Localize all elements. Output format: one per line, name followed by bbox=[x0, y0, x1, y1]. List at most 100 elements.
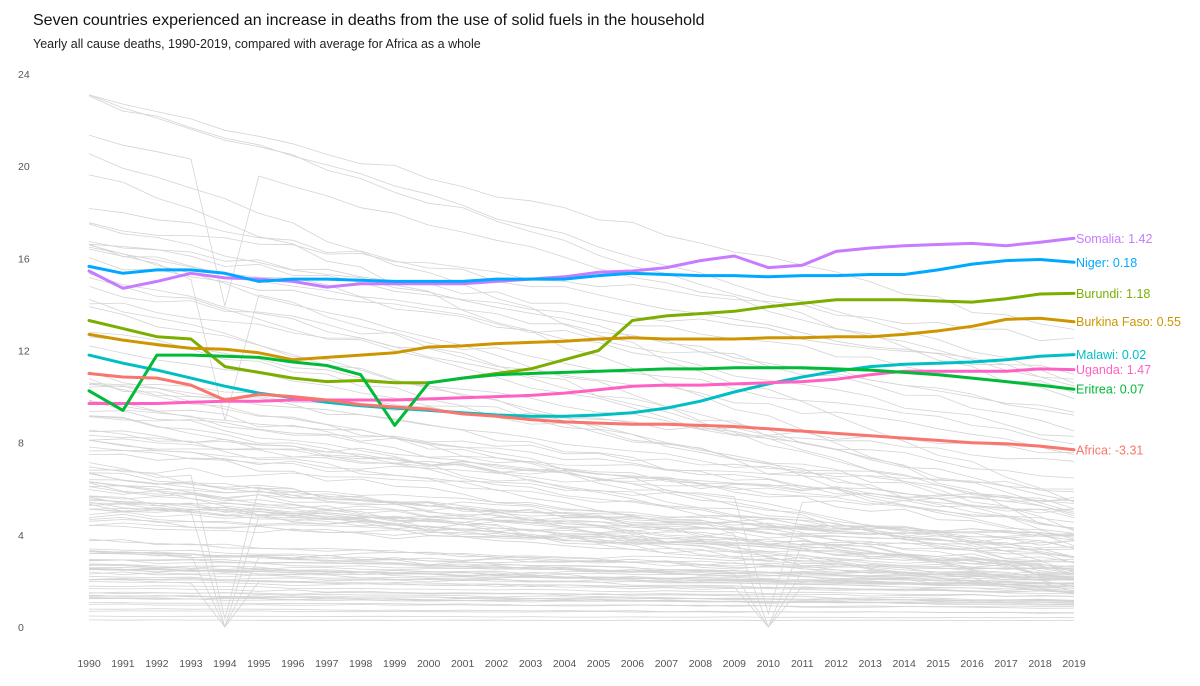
y-tick-label: 24 bbox=[18, 69, 30, 81]
x-tick-label: 2001 bbox=[451, 658, 475, 670]
background-country-line bbox=[88, 94, 1075, 400]
background-country-line bbox=[88, 174, 1075, 532]
x-tick-label: 2014 bbox=[892, 658, 916, 670]
background-country-line bbox=[88, 453, 1075, 502]
background-country-line bbox=[88, 462, 1075, 619]
series-end-label: Eritrea: 0.07 bbox=[1076, 383, 1144, 397]
y-tick-label: 16 bbox=[18, 253, 30, 265]
background-country-line bbox=[88, 575, 1075, 585]
background-country-line bbox=[88, 581, 1075, 593]
series-line bbox=[87, 367, 1076, 405]
background-country-line bbox=[88, 429, 1075, 629]
x-tick-label: 1990 bbox=[77, 658, 101, 670]
background-country-line bbox=[88, 302, 1075, 455]
background-country-line bbox=[88, 551, 1075, 570]
background-country-line bbox=[88, 571, 1075, 595]
background-country-line bbox=[88, 585, 1075, 597]
x-tick-label: 2007 bbox=[655, 658, 679, 670]
x-tick-label: 2004 bbox=[553, 658, 577, 670]
background-country-line bbox=[88, 548, 1075, 565]
background-country-line bbox=[88, 223, 1075, 432]
background-country-line bbox=[88, 559, 1075, 580]
x-tick-label: 2017 bbox=[994, 658, 1018, 670]
x-tick-label: 1992 bbox=[145, 658, 169, 670]
x-tick-label: 2011 bbox=[791, 658, 814, 670]
x-tick-label: 1993 bbox=[179, 658, 203, 670]
background-country-line bbox=[88, 246, 1075, 513]
background-country-line bbox=[88, 559, 1075, 581]
x-tick-label: 2015 bbox=[926, 658, 950, 670]
y-tick-label: 4 bbox=[18, 530, 24, 542]
background-country-line bbox=[88, 222, 1075, 342]
background-country-line bbox=[88, 400, 1075, 518]
background-country-line bbox=[88, 516, 1075, 545]
series-end-labels: Somalia: 1.42 Niger: 0.18 Burundi: 1.18 Bur… bbox=[1076, 232, 1181, 458]
background-country-line bbox=[88, 597, 1075, 604]
series-end-label: Burundi: 1.18 bbox=[1076, 287, 1150, 301]
background-country-line bbox=[88, 602, 1075, 609]
background-country-line bbox=[88, 501, 1075, 575]
background-country-line bbox=[88, 495, 1075, 592]
y-tick-label: 8 bbox=[18, 438, 24, 450]
x-tick-label: 2006 bbox=[621, 658, 645, 670]
background-country-line bbox=[88, 503, 1075, 581]
chart-subtitle: Yearly all cause deaths, 1990-2019, comp… bbox=[33, 37, 481, 51]
highlight-lines bbox=[87, 236, 1076, 452]
background-country-line bbox=[88, 519, 1075, 574]
background-country-line bbox=[88, 446, 1075, 579]
x-tick-label: 2000 bbox=[417, 658, 441, 670]
background-country-line bbox=[88, 410, 1075, 561]
background-country-line bbox=[88, 481, 1075, 594]
x-tick-label: 2002 bbox=[485, 658, 509, 670]
background-country-line bbox=[88, 479, 1075, 558]
x-tick-label: 2018 bbox=[1028, 658, 1052, 670]
x-tick-label: 1995 bbox=[247, 658, 271, 670]
background-country-line bbox=[88, 382, 1075, 573]
background-country-line bbox=[88, 539, 1075, 581]
chart-title: Seven countries experienced an increase … bbox=[33, 12, 705, 29]
background-country-line bbox=[88, 577, 1075, 586]
background-country-line bbox=[88, 619, 1074, 622]
background-country-line bbox=[88, 587, 1075, 601]
background-country-line bbox=[88, 277, 1075, 517]
x-tick-label: 2003 bbox=[519, 658, 543, 670]
background-country-line bbox=[88, 285, 1075, 445]
series-end-label: Somalia: 1.42 bbox=[1076, 232, 1152, 246]
background-country-line bbox=[88, 94, 1075, 330]
background-country-line bbox=[88, 378, 1075, 564]
background-country-line bbox=[88, 415, 1075, 563]
x-tick-label: 1996 bbox=[281, 658, 305, 670]
series-end-label: Burkina Faso: 0.55 bbox=[1076, 315, 1181, 329]
y-tick-label: 0 bbox=[18, 622, 24, 634]
background-country-line bbox=[88, 385, 1075, 509]
x-tick-label: 1991 bbox=[111, 658, 135, 670]
x-tick-label: 1997 bbox=[315, 658, 339, 670]
y-tick-label: 12 bbox=[18, 346, 30, 358]
background-country-line bbox=[88, 241, 1075, 375]
background-country-line bbox=[88, 208, 1075, 380]
x-tick-label: 1994 bbox=[213, 658, 237, 670]
series-end-label: Africa: -3.31 bbox=[1076, 443, 1143, 457]
x-tick-label: 2010 bbox=[757, 658, 781, 670]
x-tick-label: 2012 bbox=[825, 658, 849, 670]
background-country-line bbox=[89, 608, 1075, 614]
x-tick-label: 2019 bbox=[1062, 658, 1086, 670]
background-country-line bbox=[88, 248, 1075, 530]
background-country-line bbox=[88, 153, 1075, 503]
background-country-line bbox=[88, 257, 1075, 416]
x-tick-label: 2009 bbox=[723, 658, 747, 670]
x-tick-label: 2008 bbox=[689, 658, 713, 670]
x-tick-label: 2016 bbox=[960, 658, 984, 670]
series-line bbox=[87, 372, 1076, 452]
background-country-line bbox=[88, 569, 1075, 581]
x-tick-label: 2013 bbox=[859, 658, 883, 670]
background-country-line bbox=[88, 243, 1075, 394]
series-line bbox=[87, 353, 1076, 427]
background-country-line bbox=[88, 244, 1075, 413]
background-country-line bbox=[88, 331, 1075, 530]
series-end-label: Uganda: 1.47 bbox=[1076, 363, 1151, 377]
background-country-line bbox=[88, 615, 1075, 619]
background-country-line bbox=[88, 499, 1075, 536]
series-line bbox=[87, 316, 1076, 362]
